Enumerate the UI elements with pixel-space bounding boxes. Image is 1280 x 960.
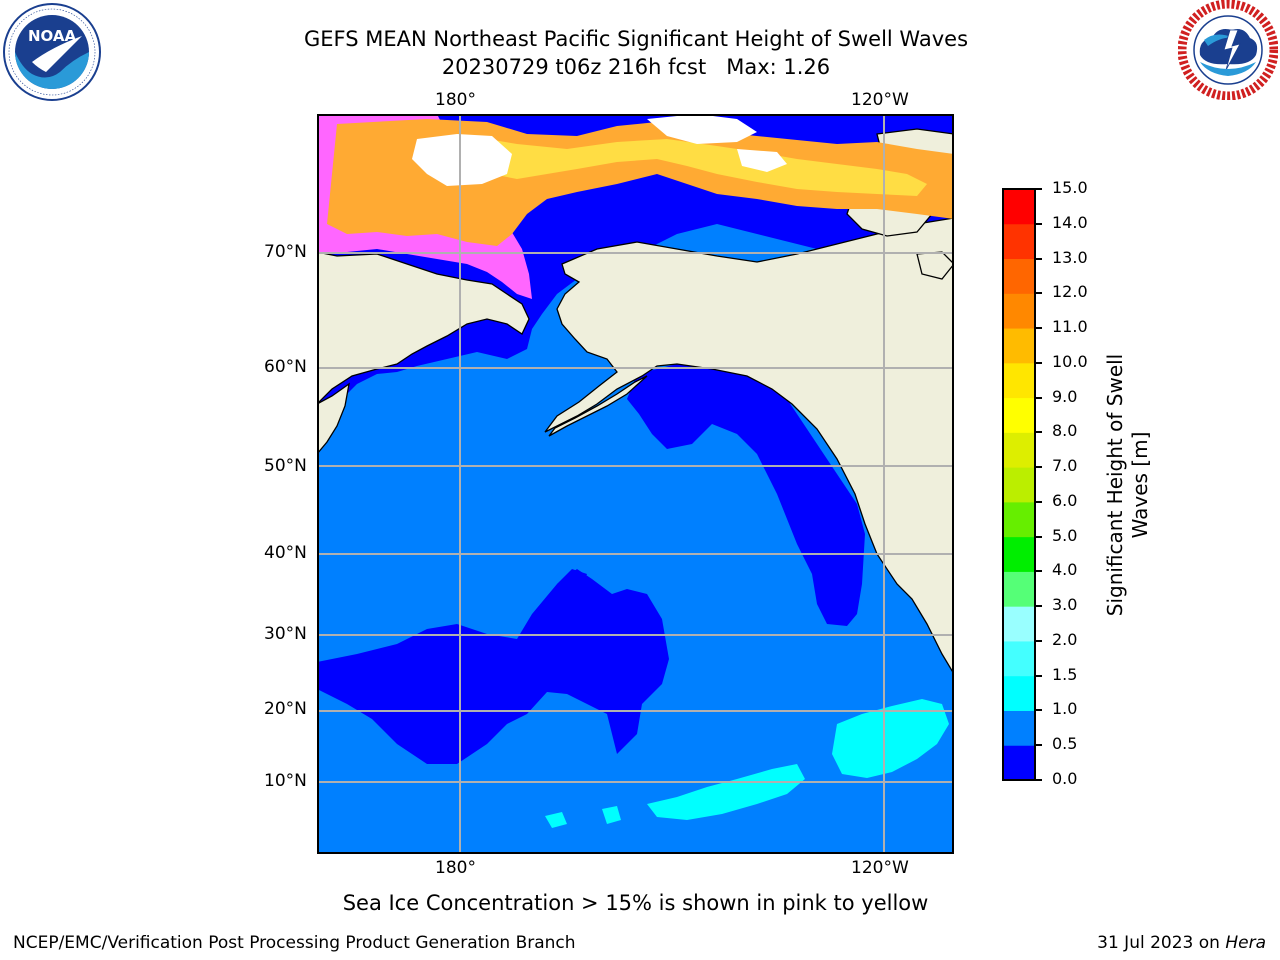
- colorbar-tick-label: 5.0: [1052, 525, 1078, 545]
- colorbar-tick-label: 4.0: [1052, 560, 1078, 580]
- colorbar-tick-label: 1.5: [1052, 664, 1078, 684]
- colorbar-title-line2: Waves [m]: [1128, 431, 1152, 539]
- colorbar-band: [1003, 501, 1035, 538]
- nws-logo: [1178, 0, 1278, 100]
- colorbar-band: [1003, 328, 1035, 364]
- colorbar-tick-label: 0.5: [1052, 734, 1078, 754]
- colorbar-tick-mark: [1035, 361, 1042, 364]
- lon-tick-bottom-180: 180°: [435, 858, 476, 878]
- colorbar-tick-label: 10.0: [1052, 351, 1088, 371]
- colorbar-tick-mark: [1035, 188, 1042, 190]
- lat-tick-40n: 40°N: [264, 543, 307, 563]
- noaa-logo-text: NOAA: [28, 27, 77, 45]
- colorbar-tick-mark: [1035, 639, 1042, 642]
- sea-ice-white-gap-2: [647, 114, 757, 144]
- colorbar-tick-mark: [1035, 257, 1042, 260]
- map-frame: [317, 114, 954, 854]
- colorbar-tick-label: 8.0: [1052, 421, 1078, 441]
- subtropical-blob-2: [557, 569, 587, 594]
- colorbar-tick-mark: [1035, 535, 1042, 538]
- land-alaska-canada: [544, 217, 954, 676]
- lon-tick-top-180: 180°: [435, 90, 476, 110]
- swell-high-region-south: [647, 764, 805, 820]
- subtropical-low-region: [317, 569, 669, 764]
- colorbar-band: [1003, 536, 1035, 572]
- colorbar-tick-label: 0.0: [1052, 769, 1078, 788]
- colorbar-tick-mark: [1035, 500, 1042, 503]
- lon-tick-bottom-120w: 120°W: [851, 858, 909, 878]
- colorbar-tick-label: 14.0: [1052, 212, 1088, 232]
- colorbar-band: [1003, 467, 1035, 503]
- colorbar-tick-label: 13.0: [1052, 247, 1088, 267]
- colorbar-tick-mark: [1035, 396, 1042, 399]
- colorbar-band: [1003, 675, 1035, 711]
- colorbar-tick-mark: [1035, 327, 1042, 330]
- colorbar-band: [1003, 189, 1035, 225]
- sea-ice-note: Sea Ice Concentration > 15% is shown in …: [342, 891, 929, 915]
- colorbar-tick-mark: [1035, 744, 1042, 747]
- swell-high-region-hawaii: [832, 699, 949, 778]
- colorbar-band: [1003, 258, 1035, 294]
- colorbar-tick-label: 3.0: [1052, 595, 1078, 615]
- colorbar-band: [1003, 223, 1035, 260]
- colorbar-band: [1003, 606, 1035, 642]
- lat-tick-70n: 70°N: [264, 242, 307, 262]
- sea-ice-yellow: [457, 134, 927, 196]
- footer-date-text: 31 Jul 2023 on: [1097, 933, 1226, 953]
- colorbar-tick-label: 15.0: [1052, 178, 1088, 197]
- colorbar-tick-mark: [1035, 570, 1042, 573]
- colorbar-title: Significant Height of Swell Waves [m]: [1103, 354, 1153, 616]
- lat-tick-20n: 20°N: [264, 699, 307, 719]
- colorbar-tick-label: 9.0: [1052, 386, 1078, 406]
- colorbar-tick-label: 11.0: [1052, 317, 1088, 337]
- swell-high-blob-small-2: [602, 806, 621, 824]
- colorbar-tick-mark: [1035, 292, 1042, 295]
- map-title: GEFS MEAN Northeast Pacific Significant …: [303, 27, 969, 51]
- colorbar-tick-label: 1.0: [1052, 699, 1078, 719]
- colorbar-band: [1003, 710, 1035, 746]
- lon-tick-top-120w: 120°W: [851, 90, 909, 110]
- lat-tick-30n: 30°N: [264, 624, 307, 644]
- colorbar-tick-label: 7.0: [1052, 456, 1078, 476]
- colorbar-band: [1003, 362, 1035, 399]
- colorbar-band: [1003, 432, 1035, 468]
- colorbar-tick-mark: [1035, 605, 1042, 608]
- colorbar-tick-mark: [1035, 779, 1042, 781]
- colorbar-tick-mark: [1035, 431, 1042, 434]
- colorbar-tick-label: 6.0: [1052, 490, 1078, 510]
- colorbar-band: [1003, 640, 1035, 677]
- map-panel: [317, 114, 954, 854]
- colorbar-tick-mark: [1035, 709, 1042, 712]
- colorbar-tick-mark: [1035, 466, 1042, 469]
- colorbar-tick-label: 2.0: [1052, 629, 1078, 649]
- colorbar-band: [1003, 571, 1035, 607]
- lat-tick-10n: 10°N: [264, 771, 307, 791]
- swell-high-blob-small: [545, 812, 567, 828]
- footer-branch: NCEP/EMC/Verification Post Processing Pr…: [13, 933, 576, 953]
- colorbar-title-line1: Significant Height of Swell: [1103, 353, 1127, 617]
- colorbar-tick-mark: [1035, 222, 1042, 225]
- colorbar: [1002, 188, 1036, 781]
- sea-ice-white-gap: [412, 134, 512, 186]
- gulf-of-alaska-region: [627, 364, 865, 626]
- colorbar-tick-label: 12.0: [1052, 282, 1088, 302]
- lat-tick-50n: 50°N: [264, 456, 307, 476]
- colorbar-band: [1003, 745, 1035, 781]
- noaa-logo: NOAA: [3, 3, 101, 101]
- footer-host: Hera: [1225, 933, 1266, 953]
- land-alaska-peninsula: [548, 375, 648, 437]
- colorbar-band: [1003, 397, 1035, 433]
- map-subtitle: 20230729 t06z 216h fcst Max: 1.26: [441, 55, 831, 79]
- colorbar-band: [1003, 293, 1035, 329]
- sea-ice-white-gap-3: [737, 149, 787, 172]
- lat-tick-60n: 60°N: [264, 357, 307, 377]
- colorbar-tick-mark: [1035, 674, 1042, 677]
- land-siberia: [317, 251, 530, 405]
- footer-date: 31 Jul 2023 on Hera: [1097, 933, 1266, 953]
